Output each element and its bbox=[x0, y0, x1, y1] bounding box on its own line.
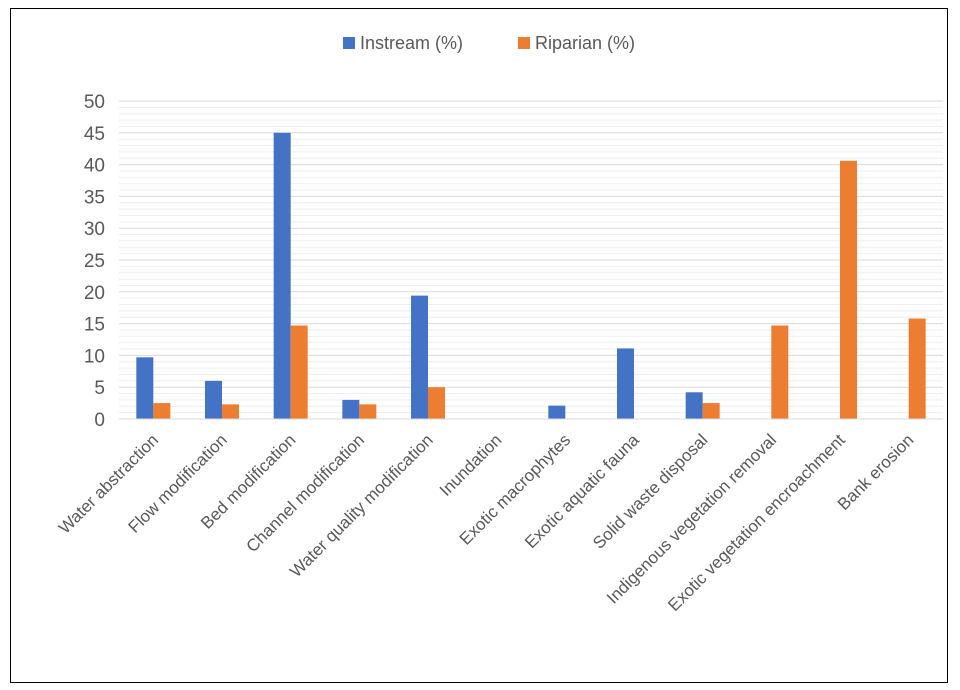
y-tick-label: 15 bbox=[84, 315, 105, 336]
y-tick-label: 5 bbox=[94, 378, 105, 399]
y-tick-label: 45 bbox=[84, 124, 105, 145]
bar-riparian bbox=[290, 325, 308, 419]
category-label: Channel modification bbox=[242, 430, 368, 556]
chart-frame: 0 5 10 15 20 25 30 35 40 45 50 Water abstraction Fl… bbox=[10, 8, 948, 683]
bar-instream bbox=[548, 405, 566, 419]
bar-riparian bbox=[908, 318, 926, 419]
bar-instream bbox=[617, 348, 634, 419]
bar-riparian bbox=[771, 325, 789, 419]
bar-instream bbox=[342, 399, 360, 419]
bars bbox=[136, 132, 926, 420]
bar-riparian bbox=[428, 387, 445, 419]
legend-swatch-riparian bbox=[518, 37, 530, 49]
bar-riparian bbox=[702, 403, 720, 419]
bar-instream bbox=[136, 357, 154, 419]
y-tick-label: 35 bbox=[84, 187, 105, 208]
y-tick-label: 50 bbox=[84, 92, 105, 113]
y-tick-label: 25 bbox=[84, 251, 105, 272]
bar-instream bbox=[411, 295, 428, 419]
legend-swatch-instream bbox=[343, 37, 355, 49]
category-label: Exotic aquatic fauna bbox=[521, 430, 643, 552]
bar-riparian bbox=[153, 403, 171, 419]
gridlines bbox=[119, 100, 943, 414]
y-tick-label: 40 bbox=[84, 156, 105, 177]
bar-riparian bbox=[359, 404, 377, 419]
legend: Instream (%) Riparian (%) bbox=[343, 33, 635, 53]
bar-riparian bbox=[222, 404, 239, 419]
category-label: Water quality modification bbox=[286, 430, 437, 581]
category-label: Inundation bbox=[436, 430, 506, 500]
bar-instream bbox=[685, 392, 703, 419]
legend-label-riparian: Riparian (%) bbox=[535, 33, 635, 53]
y-tick-label: 0 bbox=[94, 410, 105, 431]
bar-instream bbox=[205, 380, 222, 419]
bar-riparian bbox=[840, 160, 857, 419]
legend-label-instream: Instream (%) bbox=[360, 33, 463, 53]
y-tick-label: 30 bbox=[84, 219, 105, 240]
category-label: Solid waste disposal bbox=[589, 430, 711, 552]
y-axis-ticks: 0 5 10 15 20 25 30 35 40 45 50 bbox=[84, 92, 105, 431]
y-tick-label: 10 bbox=[84, 346, 105, 367]
y-tick-label: 20 bbox=[84, 283, 105, 304]
bar-chart: 0 5 10 15 20 25 30 35 40 45 50 Water abstractionFl… bbox=[55, 33, 943, 615]
bar-instream bbox=[273, 132, 291, 420]
